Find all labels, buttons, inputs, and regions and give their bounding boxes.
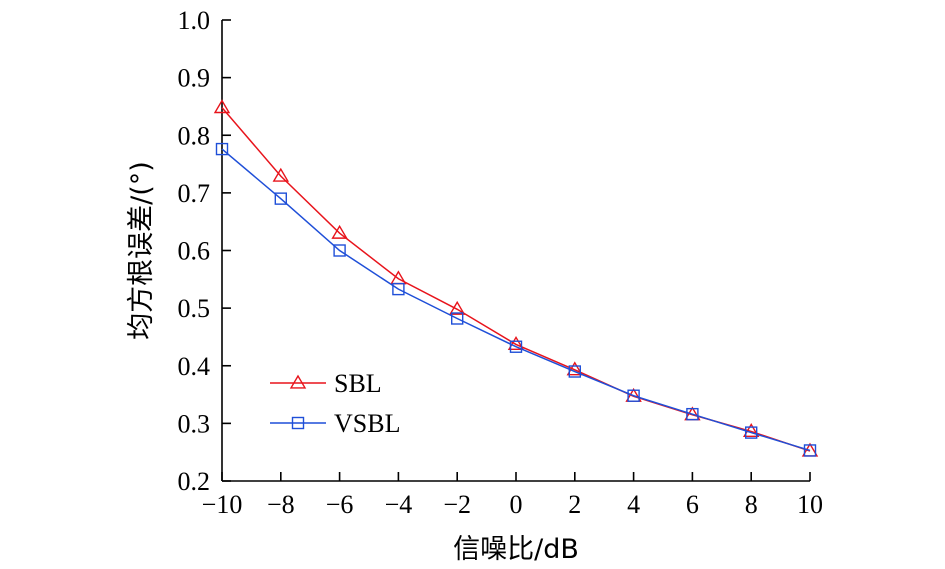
data-point-sbl <box>331 224 348 239</box>
x-tick-label: −4 <box>385 490 413 519</box>
data-point-sbl <box>213 99 231 114</box>
x-tick-label: 0 <box>510 490 523 519</box>
legend-marker <box>289 374 307 389</box>
x-tick-label: −8 <box>267 490 295 519</box>
data-point-vsbl <box>686 407 699 421</box>
legend-entry-vsbl: VSBL <box>270 409 400 438</box>
legend-label: SBL <box>334 369 382 398</box>
x-tick-label: 8 <box>745 490 758 519</box>
y-tick-label: 0.4 <box>178 352 211 381</box>
x-tick-label: −10 <box>202 490 243 519</box>
y-axis-title: 均方根误差/(°) <box>126 161 157 340</box>
data-point-vsbl <box>509 340 523 353</box>
data-point-vsbl <box>451 312 464 325</box>
data-point-sbl <box>507 336 525 351</box>
data-point-vsbl <box>803 444 817 457</box>
series-line-vsbl <box>221 148 811 452</box>
legend-marker <box>291 416 305 430</box>
axes: 0.2 0.3 0.4 0.5 0.6 0.7 0.8 0.9 1.0 −10 −8 −6 −4 −2 0 2… <box>178 6 824 519</box>
data-point-vsbl <box>627 389 640 402</box>
y-tick-label: 0.5 <box>178 294 211 323</box>
x-tick-label: −2 <box>443 490 471 519</box>
legend-entry-sbl: SBL <box>270 369 382 398</box>
series-line-sbl <box>221 107 811 452</box>
y-tick-label: 1.0 <box>178 6 211 35</box>
legend-label: VSBL <box>334 409 400 438</box>
legend: SBL VSBL <box>270 369 400 438</box>
y-tick-label: 0.2 <box>178 467 211 496</box>
x-tick-label: −6 <box>326 490 354 519</box>
y-tick-label: 0.8 <box>178 121 211 150</box>
data-point-vsbl <box>745 426 758 439</box>
data-point-sbl <box>742 423 760 438</box>
x-tick-label: 10 <box>797 490 823 519</box>
data-point-sbl <box>272 167 290 182</box>
x-tick-label: 4 <box>627 490 640 519</box>
data-point-vsbl <box>274 192 287 205</box>
data-point-vsbl <box>392 282 405 296</box>
data-point-vsbl <box>215 142 229 156</box>
data-point-vsbl <box>333 244 346 257</box>
series-sbl <box>213 99 819 457</box>
y-tick-label: 0.6 <box>178 237 211 266</box>
series-vsbl <box>215 142 817 457</box>
x-tick-label: 6 <box>686 490 699 519</box>
series-layer <box>213 99 819 457</box>
data-point-sbl <box>566 361 584 376</box>
x-axis-title: 信噪比/dB <box>453 534 579 565</box>
x-tick-label: 2 <box>568 490 581 519</box>
y-tick-label: 0.7 <box>178 179 211 208</box>
y-tick-label: 0.9 <box>178 64 211 93</box>
y-tick-label: 0.3 <box>178 409 211 438</box>
data-point-sbl <box>448 300 466 315</box>
data-point-vsbl <box>568 365 581 378</box>
